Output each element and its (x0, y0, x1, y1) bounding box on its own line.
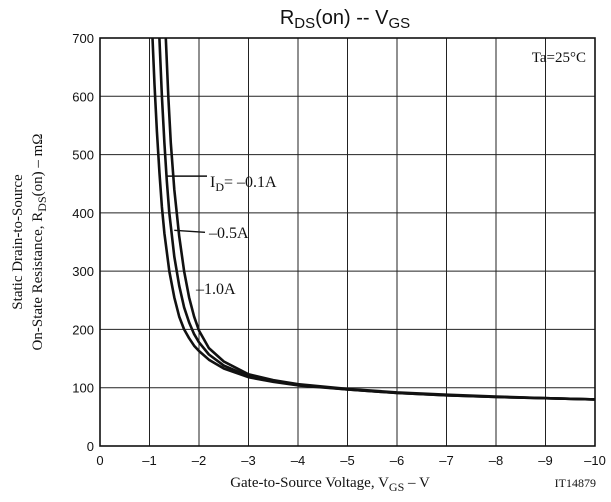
series-line-1 (151, 37, 596, 401)
series-label-2: –0.5A (208, 225, 249, 242)
x-axis-label: Gate-to-Source Voltage, VGS – V (230, 475, 430, 494)
y-tick-labels: 0 100 200 300 400 500 600 700 (72, 31, 94, 454)
grid (99, 37, 596, 447)
x-tick-label: –2 (192, 453, 206, 468)
x-tick-label: –5 (340, 453, 354, 468)
y-axis-label: Static Drain-to-Source On-State Resistan… (10, 134, 49, 351)
y-tick-label: 200 (72, 322, 94, 337)
series-label-group: ID= –0.1A –0.5A –1.0A (166, 174, 277, 298)
y-tick-label: 300 (72, 264, 94, 279)
y-tick-label: 100 (72, 381, 94, 396)
x-tick-label: –4 (291, 453, 305, 468)
svg-text:Static Drain-to-Source: Static Drain-to-Source (10, 174, 26, 310)
series-line-2 (158, 37, 596, 401)
x-tick-label: –8 (489, 453, 503, 468)
y-tick-label: 600 (72, 89, 94, 104)
x-tick-label: –9 (538, 453, 552, 468)
x-tick-label: –3 (241, 453, 255, 468)
series-lines (151, 37, 596, 401)
series-label-3: –1.0A (195, 281, 236, 298)
x-tick-label: –10 (584, 453, 606, 468)
x-tick-labels: 0 –1 –2 –3 –4 –5 –6 –7 –8 –9 –10 (96, 453, 605, 468)
series-label-1: ID= –0.1A (210, 174, 277, 194)
y-tick-label: 400 (72, 206, 94, 221)
series-label-arrow-2 (174, 229, 206, 234)
x-tick-label: 0 (96, 453, 103, 468)
y-tick-label: 500 (72, 148, 94, 163)
chart-title: RDS(on) -- VGS (280, 7, 410, 32)
figure-id: IT14879 (555, 476, 596, 490)
condition-label: Ta=25°C (532, 50, 586, 66)
y-tick-label: 700 (72, 31, 94, 46)
x-tick-label: –7 (439, 453, 453, 468)
series-line-3 (164, 37, 596, 401)
plot-frame (99, 37, 596, 447)
y-tick-label: 0 (87, 439, 94, 454)
x-tick-label: –6 (390, 453, 404, 468)
svg-text:On-State Resistance, RDS(on): On-State Resistance, RDS(on) – mΩ (30, 134, 49, 351)
x-tick-label: –1 (142, 453, 156, 468)
